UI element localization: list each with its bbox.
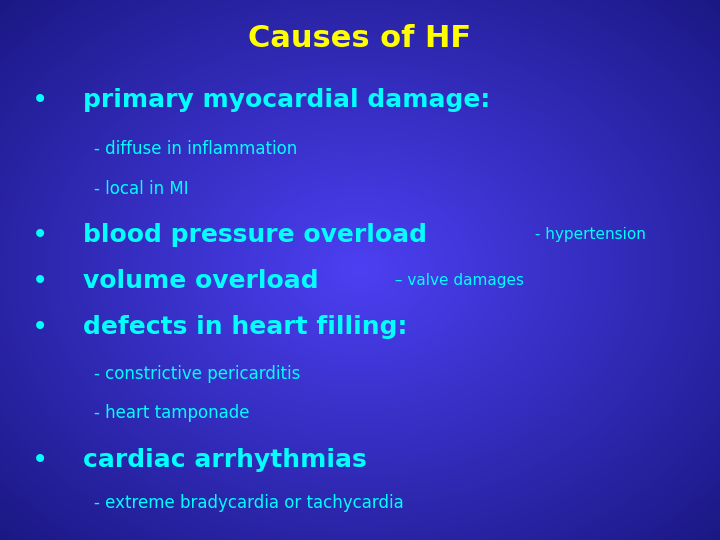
Text: - constrictive pericarditis: - constrictive pericarditis (94, 364, 300, 383)
Text: volume overload: volume overload (83, 269, 318, 293)
Text: - extreme bradycardia or tachycardia: - extreme bradycardia or tachycardia (94, 494, 403, 512)
Text: •: • (32, 86, 48, 114)
Text: - hypertension: - hypertension (530, 227, 646, 242)
Text: blood pressure overload: blood pressure overload (83, 223, 427, 247)
Text: - heart tamponade: - heart tamponade (94, 404, 249, 422)
Text: •: • (32, 267, 48, 295)
Text: – valve damages: – valve damages (390, 273, 524, 288)
Text: defects in heart filling:: defects in heart filling: (83, 315, 408, 339)
Text: primary myocardial damage:: primary myocardial damage: (83, 88, 490, 112)
Text: cardiac arrhythmias: cardiac arrhythmias (83, 448, 366, 472)
Text: - diffuse in inflammation: - diffuse in inflammation (94, 139, 297, 158)
Text: •: • (32, 221, 48, 249)
Text: Causes of HF: Causes of HF (248, 24, 472, 53)
Text: •: • (32, 446, 48, 474)
Text: •: • (32, 313, 48, 341)
Text: - local in MI: - local in MI (94, 180, 188, 198)
